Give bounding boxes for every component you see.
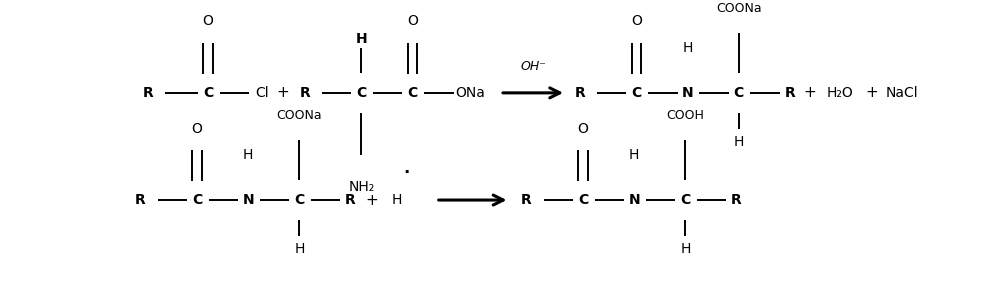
Text: R: R: [521, 193, 532, 207]
Text: ·: ·: [403, 164, 410, 182]
Text: C: C: [407, 86, 418, 100]
Text: O: O: [192, 122, 203, 136]
Text: NaCl: NaCl: [886, 86, 919, 100]
Text: +: +: [865, 85, 878, 100]
Text: C: C: [294, 193, 304, 207]
Text: O: O: [202, 14, 213, 28]
Text: H: H: [243, 148, 253, 162]
Text: C: C: [356, 86, 366, 100]
Text: H: H: [629, 148, 639, 162]
Text: H: H: [680, 242, 691, 256]
Text: H: H: [294, 242, 305, 256]
Text: C: C: [578, 193, 588, 207]
Text: COOH: COOH: [666, 109, 704, 122]
Text: R: R: [575, 86, 585, 100]
Text: C: C: [203, 86, 213, 100]
Text: H: H: [682, 41, 693, 55]
Text: N: N: [628, 193, 640, 207]
Text: R: R: [135, 193, 146, 207]
Text: NH₂: NH₂: [348, 180, 374, 194]
Text: O: O: [631, 14, 642, 28]
Text: ONa: ONa: [456, 86, 486, 100]
Text: +: +: [277, 85, 289, 100]
Text: H₂O: H₂O: [827, 86, 854, 100]
Text: R: R: [299, 86, 310, 100]
Text: N: N: [242, 193, 254, 207]
Text: C: C: [680, 193, 690, 207]
Text: C: C: [192, 193, 202, 207]
Text: C: C: [631, 86, 642, 100]
Text: R: R: [731, 193, 742, 207]
Text: COONa: COONa: [716, 1, 762, 14]
Text: +: +: [366, 193, 379, 208]
Text: C: C: [734, 86, 744, 100]
Text: H: H: [356, 32, 367, 46]
Text: O: O: [578, 122, 588, 136]
Text: H: H: [734, 135, 744, 149]
Text: +: +: [803, 85, 816, 100]
Text: Cl: Cl: [255, 86, 269, 100]
Text: O: O: [407, 14, 418, 28]
Text: R: R: [785, 86, 795, 100]
Text: R: R: [143, 86, 154, 100]
Text: R: R: [345, 193, 356, 207]
Text: H: H: [392, 193, 402, 207]
Text: OH⁻: OH⁻: [520, 60, 546, 73]
Text: COONa: COONa: [277, 109, 322, 122]
Text: N: N: [682, 86, 693, 100]
